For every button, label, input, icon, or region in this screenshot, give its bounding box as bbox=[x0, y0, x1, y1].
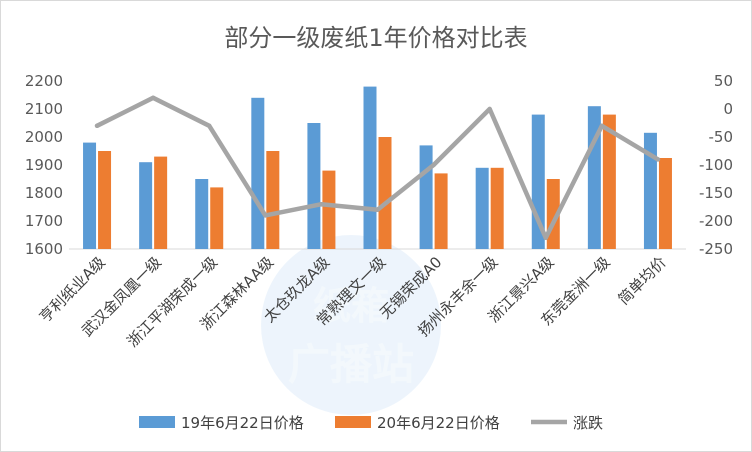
line-series bbox=[94, 95, 661, 241]
bar-1 bbox=[587, 106, 601, 249]
bar-1 bbox=[139, 162, 153, 249]
bar-2 bbox=[98, 151, 112, 249]
legend-label-3: 涨跌 bbox=[573, 414, 603, 432]
y-tick-label: 2200 bbox=[25, 72, 63, 90]
bar-2 bbox=[602, 114, 616, 249]
bar-2 bbox=[434, 173, 448, 249]
legend-swatch-2 bbox=[335, 416, 371, 428]
right-axis: -250 -200 -150 -100 -50 0 50 bbox=[699, 72, 733, 258]
watermark-badge bbox=[261, 235, 441, 415]
category-label: 简单均价 bbox=[615, 253, 670, 308]
bar-2 bbox=[378, 137, 392, 249]
y-tick-label: 1900 bbox=[25, 156, 63, 174]
line-series-path bbox=[94, 95, 661, 241]
y-tick-label: 1600 bbox=[25, 240, 63, 258]
bar-2 bbox=[322, 170, 336, 249]
y-tick-label: 2000 bbox=[25, 128, 63, 146]
line-point bbox=[150, 95, 156, 101]
watermark-text-1: 纸箱 bbox=[313, 284, 389, 328]
chart-title: 部分一级废纸1年价格对比表 bbox=[224, 24, 527, 52]
bar-1 bbox=[363, 86, 377, 249]
left-axis: 1600 1700 1800 1900 2000 2100 2200 bbox=[25, 72, 686, 258]
bar-2 bbox=[154, 156, 168, 249]
y2-tick-label: 50 bbox=[714, 72, 733, 90]
y-tick-label: 2100 bbox=[25, 100, 63, 118]
line-point bbox=[431, 162, 436, 168]
y2-tick-label: -200 bbox=[699, 212, 733, 230]
bar-series bbox=[83, 86, 672, 249]
y2-tick-label: -150 bbox=[699, 184, 733, 202]
bar-2 bbox=[490, 167, 504, 249]
line-point bbox=[655, 157, 661, 162]
y2-tick-label: -100 bbox=[699, 156, 733, 174]
bar-1 bbox=[307, 123, 321, 249]
y2-tick-label: -250 bbox=[699, 240, 733, 258]
bar-1 bbox=[419, 145, 433, 249]
line-point bbox=[599, 123, 605, 128]
legend-swatch-1 bbox=[139, 416, 175, 428]
y2-tick-label: 0 bbox=[723, 100, 733, 118]
line-point bbox=[543, 235, 548, 240]
line-point bbox=[375, 207, 380, 212]
y2-tick-label: -50 bbox=[709, 128, 734, 146]
y-tick-label: 1700 bbox=[25, 212, 63, 230]
line-point bbox=[319, 202, 324, 207]
bar-1 bbox=[475, 167, 489, 249]
bar-2 bbox=[210, 187, 224, 249]
line-point bbox=[263, 213, 268, 218]
watermark: 纸箱 广播站 bbox=[261, 235, 441, 415]
bar-2 bbox=[658, 158, 672, 249]
line-point bbox=[487, 106, 492, 112]
legend-label-2: 20年6月22日价格 bbox=[377, 414, 500, 432]
line-point bbox=[207, 123, 212, 128]
legend-label-1: 19年6月22日价格 bbox=[181, 414, 304, 432]
bar-1 bbox=[251, 97, 265, 249]
y-tick-label: 1800 bbox=[25, 184, 63, 202]
bar-1 bbox=[83, 142, 97, 249]
watermark-text-2: 广播站 bbox=[288, 340, 414, 389]
legend: 19年6月22日价格 20年6月22日价格 涨跌 bbox=[139, 414, 603, 432]
bar-2 bbox=[266, 151, 280, 249]
line-point bbox=[94, 123, 100, 128]
bar-1 bbox=[643, 132, 657, 249]
bar-1 bbox=[195, 179, 209, 249]
